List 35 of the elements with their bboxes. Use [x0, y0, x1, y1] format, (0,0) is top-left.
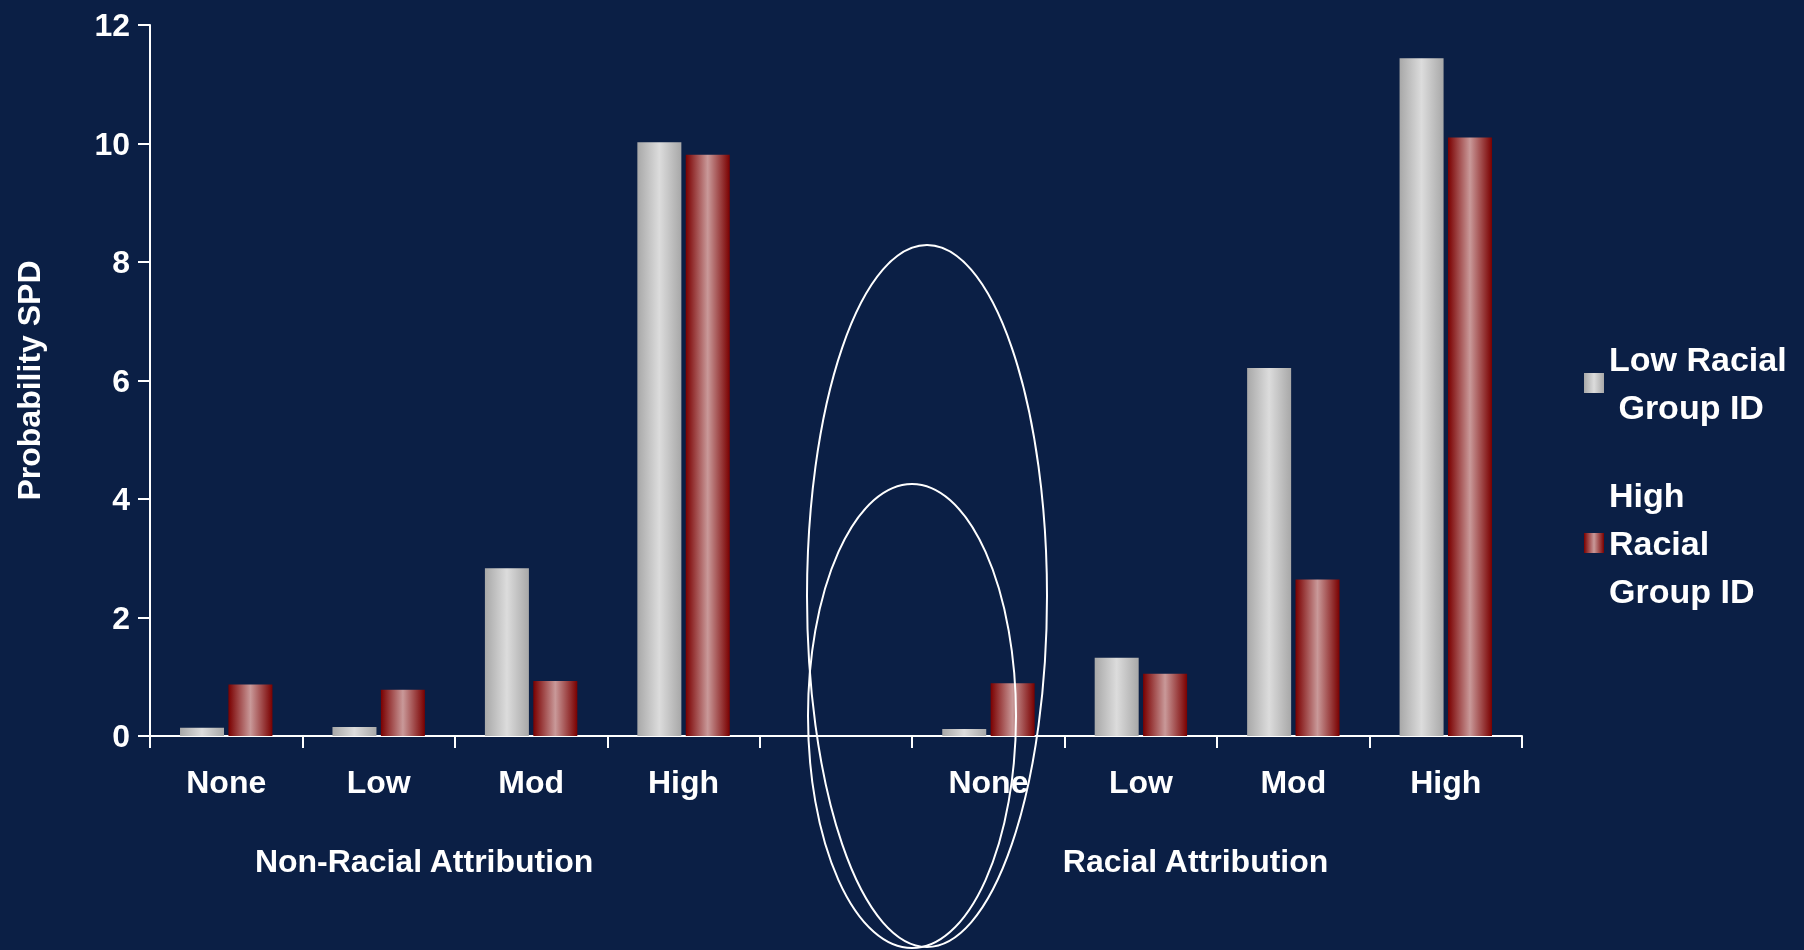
x-tick-label: Mod	[498, 764, 564, 800]
bar	[1399, 58, 1444, 736]
bar	[990, 683, 1035, 736]
bar	[533, 680, 578, 736]
bar	[228, 684, 273, 736]
x-tick-label: Mod	[1260, 764, 1327, 800]
x-tick-label: Low	[1108, 764, 1173, 800]
x-tick-label: High	[1410, 764, 1482, 800]
bar	[1247, 368, 1292, 736]
y-tick-label: 12	[94, 7, 130, 43]
x-tick-label: High	[648, 764, 720, 800]
x-tick-label: None	[186, 764, 267, 800]
bar	[1295, 579, 1340, 736]
y-tick-label: 6	[112, 362, 130, 399]
bar	[637, 142, 682, 736]
bar	[685, 154, 730, 736]
bar	[1094, 657, 1139, 736]
y-tick-label: 8	[112, 244, 130, 280]
bar	[1447, 137, 1492, 736]
bar	[332, 727, 377, 736]
x-tick-label: Low	[346, 764, 411, 800]
bar	[484, 568, 529, 736]
y-tick-label: 4	[112, 481, 131, 517]
bar	[180, 727, 225, 736]
y-tick-label: 0	[112, 718, 130, 754]
bar	[380, 689, 425, 736]
legend-label: High Racial Group ID	[1609, 476, 1755, 610]
y-tick-label: 10	[94, 125, 130, 162]
legend-label: Low Racial Group ID	[1609, 340, 1787, 426]
y-tick-label: 2	[112, 599, 130, 636]
y-axis-title: Probability SPD	[11, 260, 47, 501]
text: Racial Attribution	[1062, 843, 1329, 879]
text: Non-Racial Attribution	[254, 843, 594, 879]
bar	[942, 728, 987, 736]
bar	[1143, 673, 1188, 736]
